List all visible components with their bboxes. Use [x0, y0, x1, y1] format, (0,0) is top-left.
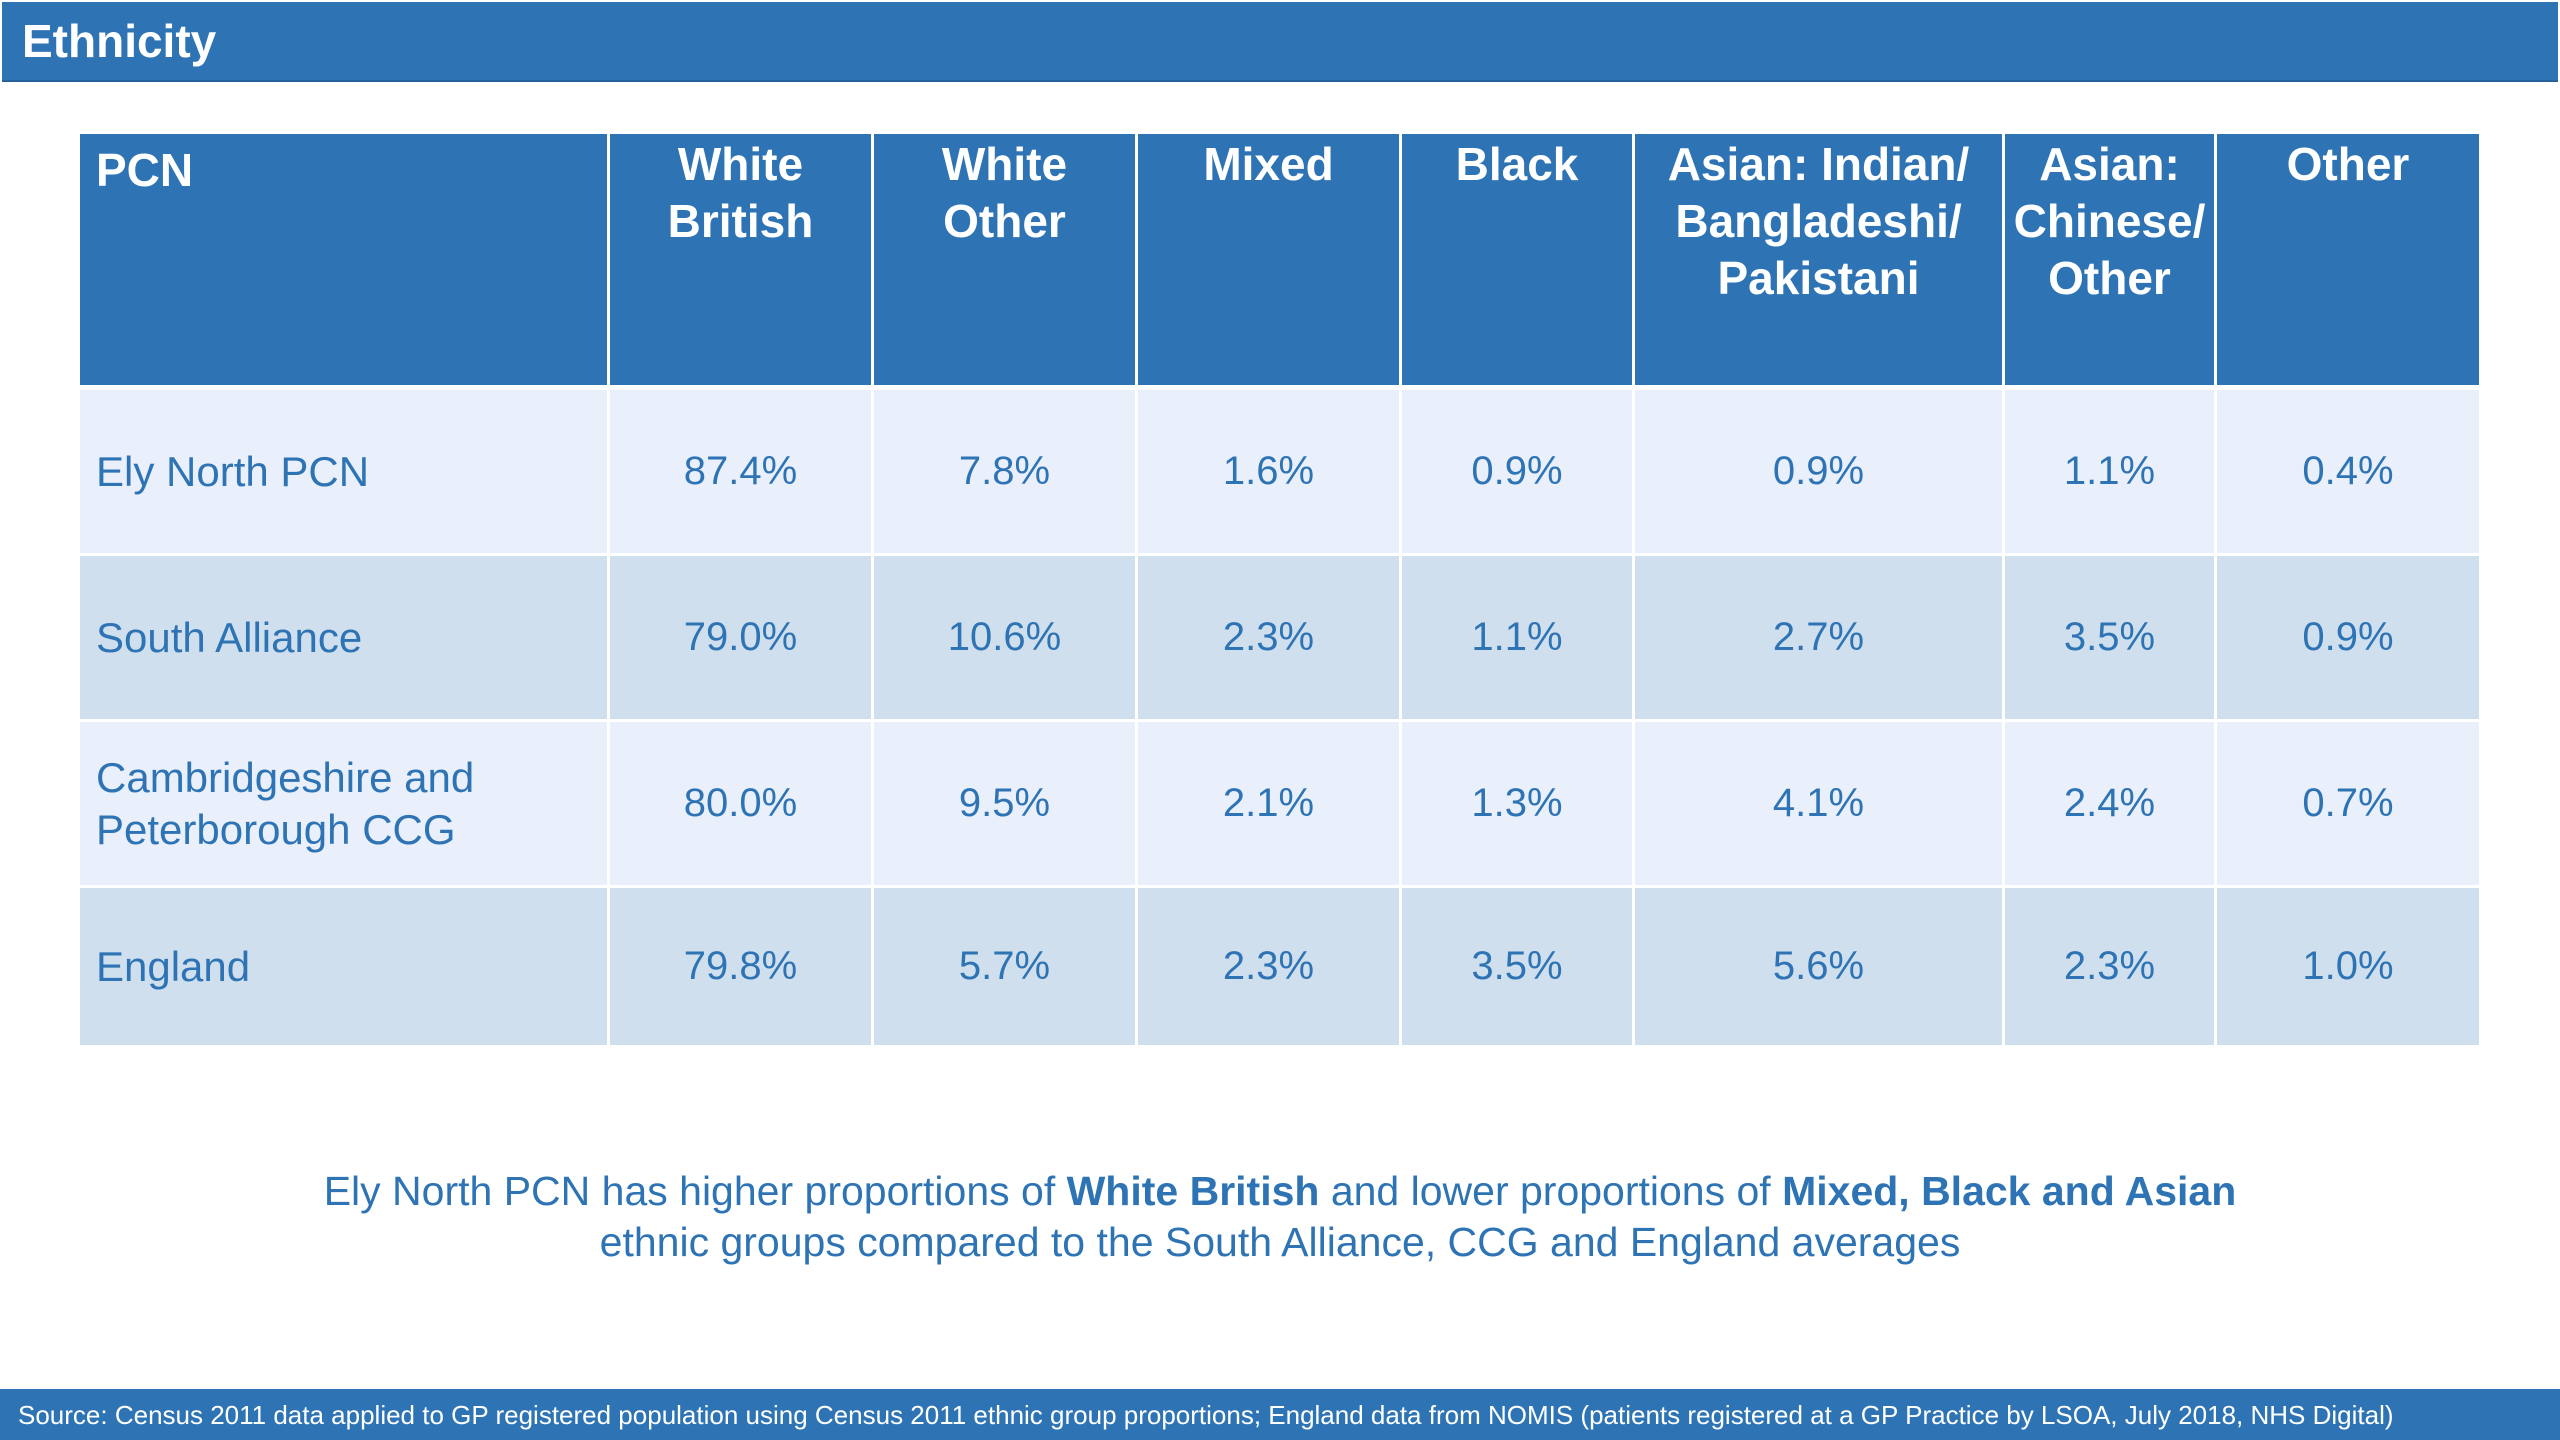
table-cell: 4.1%	[1635, 722, 2005, 888]
source-note: Source: Census 2011 data applied to GP r…	[18, 1400, 2394, 1430]
table-cell: 5.7%	[874, 888, 1138, 1048]
column-header-line: Bangladeshi/	[1675, 195, 1962, 247]
table-cell: 1.3%	[1402, 722, 1635, 888]
table-cell: 87.4%	[610, 390, 874, 556]
source-bar: Source: Census 2011 data applied to GP r…	[0, 1389, 2560, 1440]
table-cell: 2.1%	[1138, 722, 1402, 888]
table-cell: 0.9%	[1635, 390, 2005, 556]
table-cell: 2.3%	[1138, 888, 1402, 1048]
row-label-line: Peterborough CCG	[96, 805, 456, 853]
table-cell: 0.7%	[2217, 722, 2479, 888]
summary-text: Ely North PCN has higher proportions of …	[0, 1166, 2560, 1268]
table-cell: 0.9%	[1402, 390, 1635, 556]
table-cell: 9.5%	[874, 722, 1138, 888]
row-label-line: Ely North PCN	[96, 447, 370, 495]
column-header-line: Asian: Indian/	[1667, 138, 1970, 190]
column-header-line: British	[667, 195, 814, 247]
column-header-line: Other	[2286, 138, 2410, 190]
table-row: Cambridgeshire and Peterborough CCG 80.0…	[80, 722, 2479, 888]
column-header-line: Pakistani	[1717, 252, 1920, 304]
row-label: Ely North PCN	[80, 390, 610, 556]
row-label-line: Cambridgeshire and	[96, 753, 475, 801]
table-cell: 10.6%	[874, 556, 1138, 722]
column-header-line: PCN	[96, 144, 194, 196]
column-header-black: Black	[1402, 134, 1635, 390]
row-label: Cambridgeshire and Peterborough CCG	[80, 722, 610, 888]
table-header-row: PCN White British White Other Mixed Blac…	[80, 134, 2479, 390]
column-header-line: Mixed	[1203, 138, 1334, 190]
table-cell: 2.7%	[1635, 556, 2005, 722]
table-cell: 1.0%	[2217, 888, 2479, 1048]
column-header-white-british: White British	[610, 134, 874, 390]
row-label: South Alliance	[80, 556, 610, 722]
column-header-line: White	[677, 138, 804, 190]
table-cell: 2.3%	[2005, 888, 2217, 1048]
column-header-line: Asian:	[2039, 138, 2180, 190]
column-header-line: Other	[943, 195, 1066, 247]
column-header-asian-chinese: Asian: Chinese/ Other	[2005, 134, 2217, 390]
table-cell: 2.4%	[2005, 722, 2217, 888]
summary-text-part: Ely North PCN has higher proportions of	[323, 1168, 1067, 1214]
title-bar: Ethnicity	[2, 2, 2558, 82]
table-cell: 1.6%	[1138, 390, 1402, 556]
column-header-line: Black	[1455, 138, 1579, 190]
column-header-line: Other	[2048, 252, 2171, 304]
table-row: South Alliance 79.0% 10.6% 2.3% 1.1% 2.7…	[80, 556, 2479, 722]
page-title: Ethnicity	[22, 15, 217, 67]
table-cell: 0.9%	[2217, 556, 2479, 722]
summary-text-part: and lower proportions of	[1319, 1168, 1783, 1214]
column-header-asian-indian: Asian: Indian/ Bangladeshi/ Pakistani	[1635, 134, 2005, 390]
column-header-line: Chinese/	[2013, 195, 2206, 247]
summary-line-1: Ely North PCN has higher proportions of …	[0, 1166, 2560, 1217]
row-label-line: England	[96, 942, 251, 990]
table-cell: 79.0%	[610, 556, 874, 722]
summary-emphasis: White British	[1066, 1168, 1320, 1214]
table-cell: 80.0%	[610, 722, 874, 888]
column-header-mixed: Mixed	[1138, 134, 1402, 390]
table-cell: 3.5%	[1402, 888, 1635, 1048]
row-label-line: South Alliance	[96, 613, 363, 661]
table-cell: 3.5%	[2005, 556, 2217, 722]
table-cell: 2.3%	[1138, 556, 1402, 722]
summary-emphasis: Mixed, Black and Asian	[1782, 1168, 2237, 1214]
table-cell: 5.6%	[1635, 888, 2005, 1048]
table-cell: 7.8%	[874, 390, 1138, 556]
table-cell: 0.4%	[2217, 390, 2479, 556]
column-header-line: White	[941, 138, 1068, 190]
table-cell: 1.1%	[1402, 556, 1635, 722]
row-label: England	[80, 888, 610, 1048]
column-header-other: Other	[2217, 134, 2479, 390]
column-header-pcn: PCN	[80, 134, 610, 390]
table-row: Ely North PCN 87.4% 7.8% 1.6% 0.9% 0.9% …	[80, 390, 2479, 556]
ethnicity-table: PCN White British White Other Mixed Blac…	[80, 134, 2479, 1048]
table-cell: 79.8%	[610, 888, 874, 1048]
table-cell: 1.1%	[2005, 390, 2217, 556]
table-row: England 79.8% 5.7% 2.3% 3.5% 5.6% 2.3% 1…	[80, 888, 2479, 1048]
summary-line-2: ethnic groups compared to the South Alli…	[599, 1219, 1961, 1265]
column-header-white-other: White Other	[874, 134, 1138, 390]
